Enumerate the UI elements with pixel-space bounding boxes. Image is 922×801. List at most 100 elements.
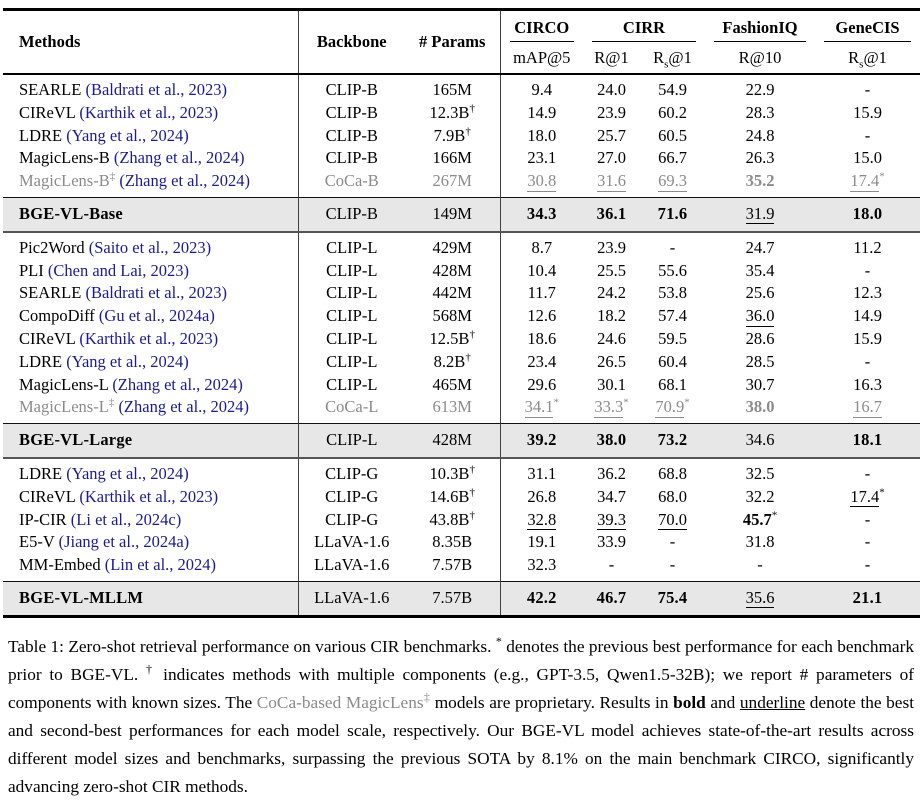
cell-backbone: CLIP-B: [325, 80, 378, 99]
table-row: PLI (Chen and Lai, 2023) CLIP-L 428M 10.4 25…: [3, 259, 920, 283]
cell-value: -: [864, 125, 871, 145]
cell-value: 54.9: [658, 80, 687, 99]
caption-segment: bold: [673, 692, 706, 712]
cell-value: 30.8: [527, 171, 557, 192]
cell-params: 442M: [405, 282, 501, 306]
citation-link[interactable]: (Saito et al., 2023): [88, 237, 212, 257]
cell-params: 428M: [405, 259, 501, 283]
citation-link[interactable]: (Zhang et al., 2024): [112, 374, 243, 394]
metric-header: R@1: [583, 43, 640, 75]
benchmark-group-row: Methods Backbone # Params CIRCO CIRR Fas…: [3, 9, 920, 75]
table-row: SEARLE (Baldrati et al., 2023) CLIP-L 442M…: [3, 282, 920, 306]
caption-segment: *: [495, 633, 502, 648]
cell-value: 28.3: [745, 102, 775, 122]
cell-value: -: [864, 463, 871, 483]
cell-backbone: CLIP-G: [325, 486, 379, 506]
cell-method: MagicLens-L‡ (Zhang et al., 2024): [3, 396, 299, 424]
citation-link[interactable]: (Lin et al., 2024): [104, 555, 217, 575]
summary-row-bge-vl-base: BGE-VL-Base CLIP-B 149M 34.3 36.1 71.6 31.9 18.…: [3, 196, 921, 233]
table-row: MagicLens-L (Zhang et al., 2024) CLIP-L 46…: [3, 373, 920, 397]
citation-link[interactable]: (Baldrati et al., 2023): [85, 80, 228, 99]
cell-value: 34.6: [705, 423, 816, 459]
cell-value: 60.4: [658, 351, 687, 371]
citation-link[interactable]: (Karthik et al., 2023): [79, 328, 219, 348]
cell-value: 68.1: [658, 374, 687, 394]
metric-header: mAP@5: [500, 43, 583, 75]
cell-backbone: CLIP-B: [298, 196, 405, 233]
table-row: CIReVL (Karthik et al., 2023) CLIP-B 12.3B…: [3, 101, 920, 125]
cell-backbone: CoCa-B: [324, 171, 379, 191]
caption-segment: †: [145, 661, 156, 676]
cell-backbone: CLIP-L: [326, 374, 378, 394]
caption-segment: CoCa-based MagicLens: [256, 692, 424, 712]
citation-link[interactable]: (Zhang et al., 2024): [119, 171, 250, 191]
cell-value: 22.9: [745, 80, 775, 99]
cell-value: 31.9: [705, 196, 816, 233]
citation-link[interactable]: (Yang et al., 2024): [66, 125, 189, 145]
cell-backbone: CLIP-G: [325, 509, 379, 529]
cell-value: 14.9: [527, 102, 557, 122]
summary-row-bge-vl-mllm: BGE-VL-MLLM LLaVA-1.6 7.57B 42.2 46.7 75.4 35.…: [3, 580, 921, 618]
cell-value: 38.0: [745, 397, 775, 417]
column-header-methods: Methods: [3, 9, 299, 75]
cell-value: 34.3: [500, 196, 583, 233]
cell-value: 26.8: [527, 486, 557, 506]
citation-link[interactable]: (Jiang et al., 2024a): [58, 532, 190, 552]
cell-value: 57.4: [658, 306, 687, 326]
cell-value: 18.1: [815, 423, 921, 459]
citation-link[interactable]: (Li et al., 2024c): [70, 509, 182, 529]
citation-link[interactable]: (Yang et al., 2024): [66, 463, 189, 483]
cell-method: MagicLens-B‡ (Zhang et al., 2024): [3, 170, 299, 198]
cell-value: 32.3: [527, 555, 557, 575]
cell-params: 7.57B: [405, 580, 501, 618]
cell-value: 30.1: [597, 374, 626, 394]
column-header-params: # Params: [405, 9, 501, 75]
cell-value: 29.6: [527, 374, 557, 394]
cell-value: 25.5: [597, 260, 626, 280]
cell-value: 21.1: [815, 580, 921, 618]
citation-link[interactable]: (Chen and Lai, 2023): [47, 260, 190, 280]
citation-link[interactable]: (Baldrati et al., 2023): [85, 283, 228, 303]
cell-method: Pic2Word (Saito et al., 2023): [3, 231, 299, 260]
cell-value: -: [608, 555, 615, 575]
cell-value: 14.9: [853, 306, 882, 326]
cell-params: 8.2B†: [405, 350, 501, 374]
cell-value: 24.2: [597, 283, 626, 303]
cell-method: LDRE (Yang et al., 2024): [3, 457, 299, 486]
cell-backbone: LLaVA-1.6: [314, 532, 390, 552]
cell-value: 36.0: [745, 306, 775, 327]
citation-link[interactable]: (Karthik et al., 2023): [79, 102, 219, 122]
table-row: MagicLens-B‡ (Zhang et al., 2024) CoCa-B 2…: [3, 170, 920, 198]
cell-value: 30.7: [745, 374, 775, 394]
caption-segment: underline: [739, 692, 806, 712]
cell-method: CIReVL (Karthik et al., 2023): [3, 327, 299, 351]
cell-value: 11.7: [527, 283, 556, 303]
benchmark-label: CIRR: [592, 18, 697, 42]
table-row: MagicLens-B (Zhang et al., 2024) CLIP-B 16…: [3, 147, 920, 171]
cell-value: -: [864, 80, 871, 99]
cell-params: 428M: [405, 423, 501, 459]
citation-link[interactable]: (Gu et al., 2024a): [98, 306, 215, 326]
citation-link[interactable]: (Karthik et al., 2023): [79, 486, 219, 506]
cell-value: 24.0: [597, 80, 626, 99]
citation-link[interactable]: (Zhang et al., 2024): [113, 148, 245, 168]
benchmark-label: CIRCO: [509, 18, 574, 42]
cell-value: 17.4*: [850, 486, 885, 508]
citation-link[interactable]: (Yang et al., 2024): [66, 351, 189, 371]
cell-value: 9.4: [531, 80, 553, 99]
cell-params: 165M: [405, 74, 501, 102]
cell-value: -: [669, 532, 676, 552]
cell-value: 36.1: [583, 196, 640, 233]
cell-method: LDRE (Yang et al., 2024): [3, 350, 299, 374]
cell-value: 23.9: [597, 102, 626, 122]
cell-method: IP-CIR (Li et al., 2024c): [3, 508, 299, 532]
citation-link[interactable]: (Zhang et al., 2024): [118, 397, 250, 417]
cell-value: 8.7: [531, 237, 553, 257]
cell-value: 23.9: [597, 237, 626, 257]
caption-segment: Table 1: Zero-shot retrieval performance…: [8, 636, 496, 656]
cell-value: 18.0: [815, 196, 921, 233]
table-row: CIReVL (Karthik et al., 2023) CLIP-G 14.6B…: [3, 485, 920, 509]
cell-value: 24.7: [745, 237, 775, 257]
cell-method: E5-V (Jiang et al., 2024a): [3, 531, 299, 555]
metric-header: Rs@1: [640, 43, 706, 75]
